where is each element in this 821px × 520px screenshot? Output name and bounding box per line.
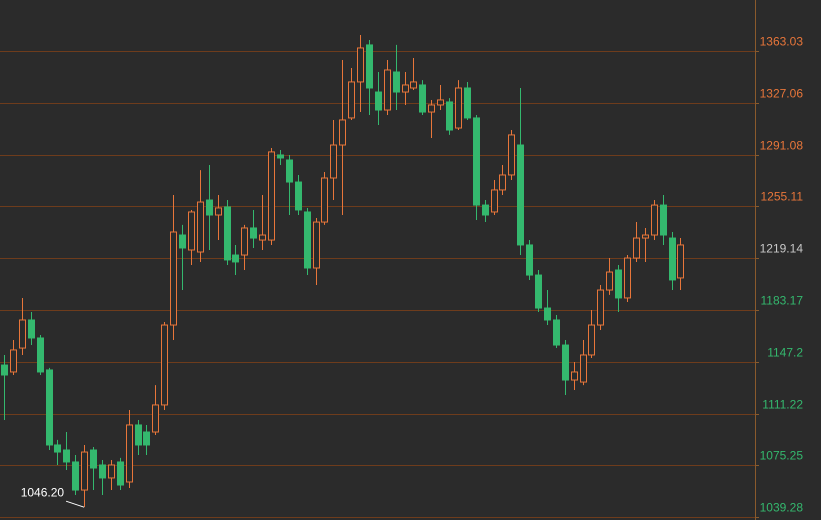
candle-body [517,144,524,246]
candle-body [606,271,613,291]
candle-body [339,119,346,146]
candle-body [330,144,337,179]
y-tick-label: 1219.14 [760,242,804,256]
candle-body [553,319,560,346]
candle-body [455,87,462,129]
candle-body [259,234,266,241]
candle-body [224,206,231,261]
candle-body [241,227,248,256]
candle-body [615,269,622,299]
candle-body [482,204,489,216]
candle-body [437,99,444,106]
candle-body [375,91,382,111]
candle-body [419,84,426,113]
candle-body [366,44,373,89]
candle-body [597,289,604,326]
candle-body [286,159,293,183]
candle-body [117,461,124,486]
candle-body [108,464,115,479]
candle-body [215,207,222,216]
candle-body [624,257,631,299]
y-tick-label: 1147.2 [767,346,803,360]
candle-body [544,307,551,321]
candle-body [161,324,168,406]
candle-body [473,117,480,206]
y-tick-label: 1291.08 [760,139,804,153]
candle-body [402,84,409,93]
y-tick-label: 1363.03 [760,35,804,49]
candle-body [588,324,595,356]
candle-body [295,181,302,211]
candle-body [428,104,435,113]
y-tick-label: 1111.22 [762,398,803,412]
candle-body [206,199,213,216]
y-tick-label: 1327.06 [760,87,804,101]
candle-body [384,69,391,111]
candle-body [188,211,195,251]
y-tick-label: 1075.25 [760,449,804,463]
candle-body [499,174,506,191]
candle-body [81,451,88,491]
candle-body [152,404,159,433]
candle-body [170,231,177,326]
candle-body [46,369,53,446]
candle-body [410,81,417,89]
candle-body [54,444,61,453]
candle-body [562,344,569,381]
candle-body [1,364,8,376]
candle-body [90,449,97,469]
candle-body [580,354,587,383]
candle-body [357,47,364,83]
candle-body [126,424,133,483]
candle-body [491,189,498,213]
candle-body [10,349,17,373]
candle-body [28,319,35,339]
candle-body [19,319,26,349]
y-tick-label: 1039.28 [760,501,804,515]
candle-body [526,244,533,276]
y-tick-label: 1255.11 [761,190,804,204]
annotation-line [65,500,85,508]
candle-body [535,274,542,309]
candle-body [446,101,453,131]
candle-body [321,177,328,223]
candle-body [268,151,275,241]
candle-body [642,234,649,239]
candle-body [99,464,106,479]
candle-body [179,234,186,249]
candle-body [232,254,239,263]
candle-body [63,449,70,463]
candle-body [393,71,400,93]
candle-body [677,244,684,279]
candle-body [633,237,640,259]
candle-body [571,371,578,381]
candle-body [313,221,320,269]
candle-body [348,81,355,119]
candle-body [304,211,311,269]
candle-body [660,204,667,236]
candle-body [508,134,515,176]
candle-body [143,431,150,446]
candle-body [37,337,44,373]
candle-body [250,227,257,239]
annotation-label: 1046.20 [21,485,65,499]
y-tick-label: 1183.17 [761,294,804,308]
candle-body [651,204,658,236]
candle-body [197,201,204,253]
candle-body [72,461,79,491]
candle-body [135,424,142,446]
candle-body [464,87,471,119]
candle-body [277,154,284,159]
candle-body [669,237,676,281]
